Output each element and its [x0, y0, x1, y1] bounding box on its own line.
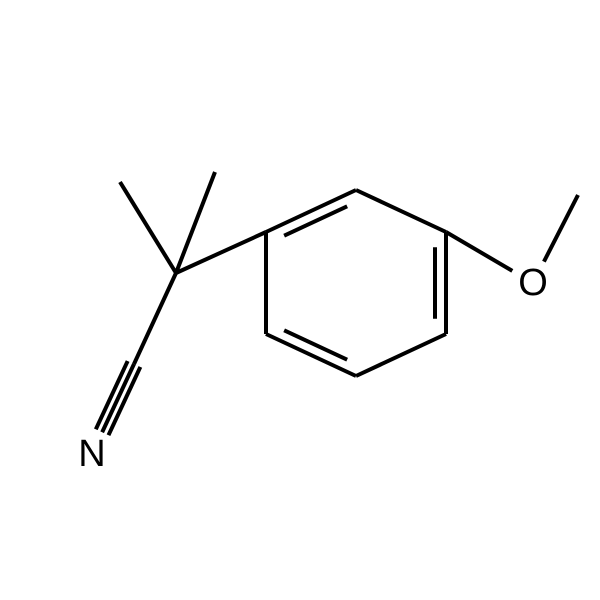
bond-single	[356, 190, 446, 232]
molecule-canvas: NO	[0, 0, 600, 600]
atom-label-n: N	[78, 433, 105, 475]
bond-double-main	[266, 190, 356, 232]
bond-triple-side	[96, 361, 128, 429]
bond-single	[356, 334, 446, 376]
atom-label-o: O	[518, 262, 548, 304]
bond-triple-center	[102, 364, 134, 432]
bond-single	[446, 232, 512, 271]
bond-triple-side	[108, 367, 140, 435]
bond-single	[120, 182, 176, 273]
bond-single	[134, 273, 176, 364]
bond-double-main	[266, 334, 356, 376]
bond-single	[544, 195, 578, 262]
